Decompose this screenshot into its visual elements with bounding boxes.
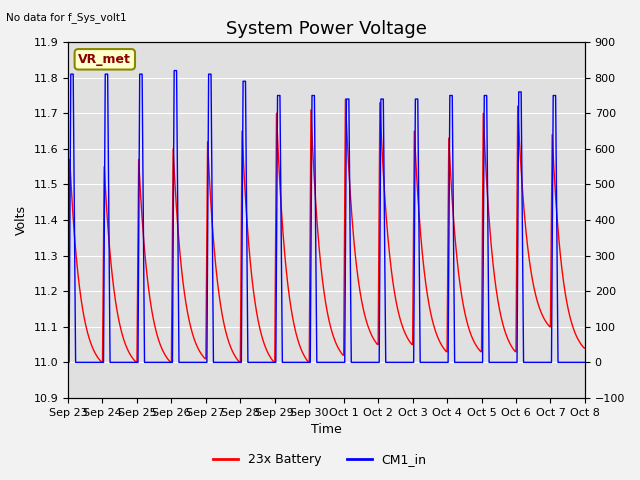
Legend: 23x Battery, CM1_in: 23x Battery, CM1_in [208,448,432,471]
CM1_in [64,360,72,365]
Title: System Power Voltage: System Power Voltage [226,20,427,38]
CM1_in [175,360,183,365]
23x Battery [581,345,589,351]
23x Battery [172,191,179,197]
23x Battery [124,346,131,352]
Text: No data for f_Sys_volt1: No data for f_Sys_volt1 [6,12,127,23]
CM1_in [129,360,137,365]
CM1_in [257,360,265,365]
23x Battery [98,360,106,365]
Line: 23x Battery: 23x Battery [68,99,585,362]
CM1_in [308,181,316,187]
CM1_in [581,360,589,365]
Text: VR_met: VR_met [78,53,131,66]
23x Battery [513,314,520,320]
CM1_in [170,68,178,73]
23x Battery [64,345,72,351]
CM1_in [380,155,388,160]
23x Battery [545,323,552,328]
Line: CM1_in: CM1_in [68,71,585,362]
23x Battery [484,196,492,202]
CM1_in [207,71,214,77]
23x Battery [342,96,349,102]
23x Battery [290,321,298,327]
Y-axis label: Volts: Volts [15,205,28,235]
X-axis label: Time: Time [311,423,342,436]
